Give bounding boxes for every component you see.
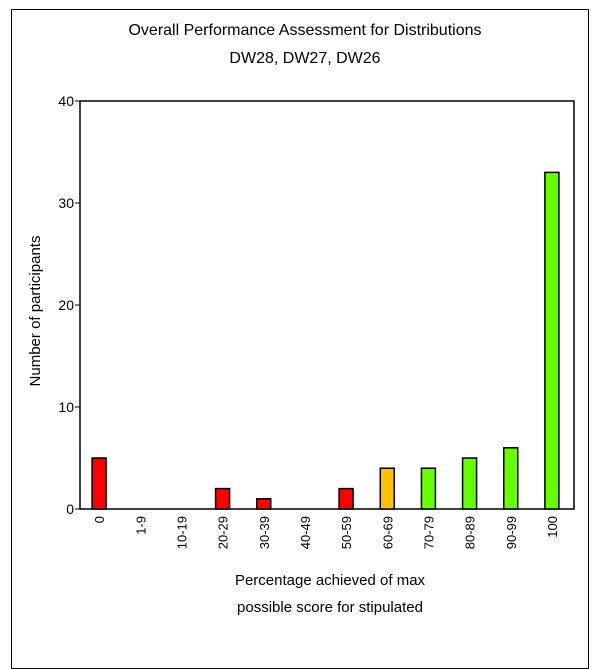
bar-60-69 [379,467,395,510]
x-tick-label: 0 [92,516,107,523]
x-tick-label: 60-69 [380,516,395,549]
x-axis-label-line-1: Percentage achieved of max [235,572,426,589]
bar-20-29 [214,487,231,510]
chart-title: Overall Performance Assessment for Distr… [128,22,481,39]
x-tick-label: 50-59 [339,516,354,549]
x-tick-label: 20-29 [216,516,231,549]
x-tick-label: 90-99 [504,516,519,549]
chart-frame [11,9,589,669]
y-tick-label: 20 [58,297,74,313]
chart-subtitle: DW28, DW27, DW26 [229,50,380,67]
x-tick-label: 40-49 [298,516,313,549]
x-tick-label: 100 [545,516,560,538]
x-tick-label: 80-89 [463,516,478,549]
y-tick-label: 40 [58,93,74,109]
bar-chart: Overall Performance Assessment for Distr… [27,22,575,616]
x-tick-label: 70-79 [421,516,436,549]
y-tick-label: 0 [66,501,74,517]
bar-70-79 [420,467,437,510]
bar-100 [544,171,560,510]
plot-border [79,100,575,510]
bar-30-39 [256,498,272,510]
bar-90-99 [503,447,519,510]
bar-0 [91,457,107,510]
bar-50-59 [338,487,354,510]
bar-80-89 [461,457,478,510]
y-tick-label: 30 [58,195,74,211]
x-tick-label: 30-39 [257,516,272,549]
y-axis-label: Number of participants [27,236,44,387]
y-tick-label: 10 [58,399,74,415]
x-tick-label: 10-19 [174,516,189,549]
x-axis-label-line-2: possible score for stipulated [237,599,423,616]
plot-area: 0 10 20 30 40 0 1-9 10-19 20-29 30-39 40-49 50-59 60… [58,93,575,549]
x-tick-label: 1-9 [133,516,148,535]
